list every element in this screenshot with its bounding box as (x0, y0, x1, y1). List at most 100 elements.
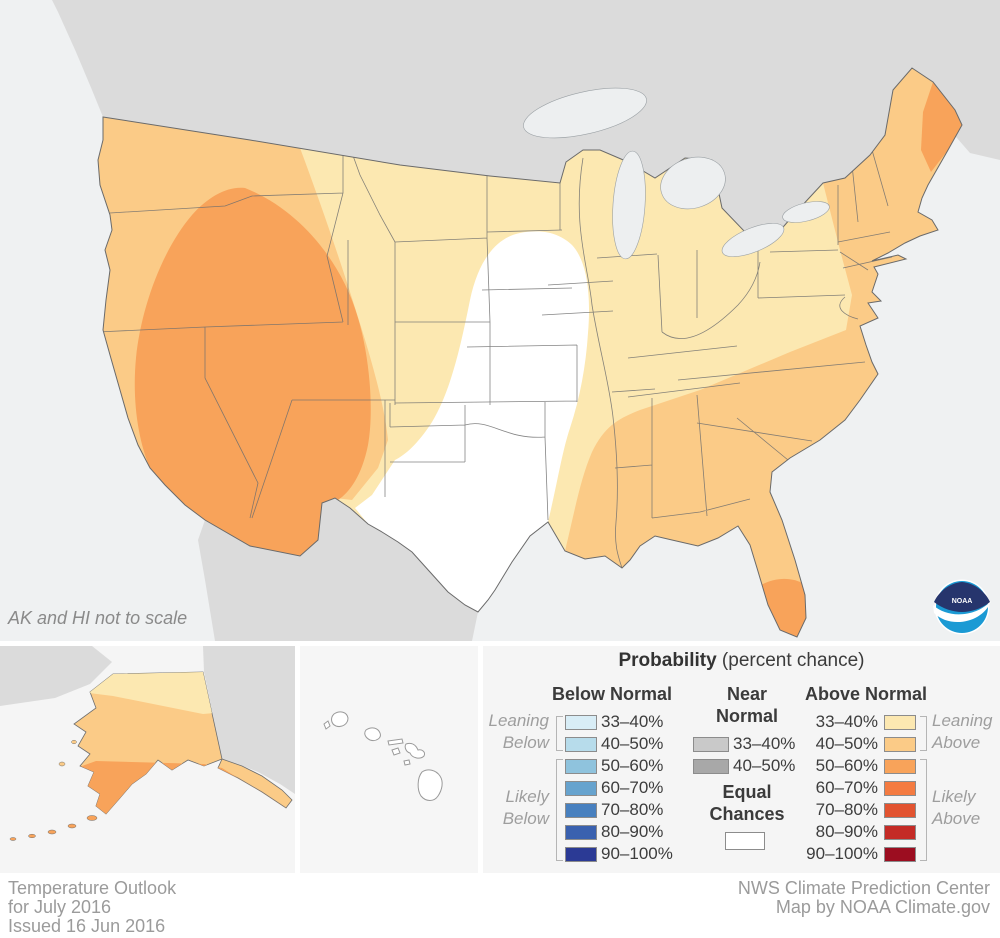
us-outline (97, 67, 963, 638)
hawaii-panel-background (300, 646, 478, 873)
color-swatch (693, 737, 729, 752)
noaa-logo: NOAA (933, 579, 991, 635)
island-maui (404, 742, 425, 759)
island-lanai (391, 747, 401, 756)
island-molokai (387, 738, 404, 746)
below-normal-header: Below Normal (551, 684, 673, 704)
legend-row-label: 50–60% (601, 756, 664, 775)
legend-row-label: 90–100% (806, 844, 878, 863)
color-swatch (693, 759, 729, 774)
legend-row-label: 33–40% (601, 712, 664, 731)
hawaii-inset-panel (300, 646, 478, 873)
legend-row-label: 80–90% (601, 822, 664, 841)
equal-chances-region (355, 231, 590, 612)
color-swatch (884, 803, 916, 818)
color-swatch (565, 737, 597, 752)
color-swatch (884, 759, 916, 774)
aleutian-island (9, 837, 17, 841)
aleutian-island (47, 829, 57, 835)
alaska-inset-svg (0, 646, 295, 873)
bering-island (58, 761, 66, 767)
likely-above-line1: Likely (932, 787, 976, 806)
color-swatch (884, 847, 916, 862)
lake-superior (523, 87, 647, 139)
mexico-landmass (198, 498, 478, 641)
footer-title-line: Temperature Outlook (8, 878, 177, 898)
color-swatch (884, 825, 916, 840)
leaning-above-line2: Above (932, 733, 981, 752)
legend-title-bold: Probability (618, 650, 717, 671)
lake-huron (660, 156, 726, 210)
leaning-above-line1: Leaning (932, 711, 993, 730)
footer-period-line: for July 2016 (8, 897, 112, 917)
color-swatch (884, 715, 916, 730)
footer: Temperature Outlook for July 2016 Issued… (0, 873, 1000, 938)
legend-row-label: 70–80% (815, 800, 878, 819)
aleutian-island (67, 823, 77, 829)
likely-above-bracket (920, 759, 927, 861)
alaska-inset-panel (0, 646, 295, 873)
conus-map: NOAA AK and HI not to scale (0, 0, 1000, 641)
canada-landmass-ak (203, 646, 295, 794)
legend-title-rest: (percent chance) (716, 650, 865, 671)
island-kauai (331, 711, 349, 727)
color-swatch (884, 737, 916, 752)
legend-row-label: 90–100% (601, 844, 673, 863)
equal-chances-label-line2: Chances (709, 804, 785, 824)
leaning-below-label: Leaning Below (483, 710, 549, 754)
above-40-50-east-region (565, 68, 962, 637)
lake-michigan (612, 150, 646, 260)
russia-landmass (0, 646, 112, 706)
leaning-below-line2: Below (502, 733, 549, 752)
legend-row-label: 40–50% (733, 756, 796, 775)
conus-map-svg: NOAA (0, 0, 1000, 641)
aleutian-island (86, 815, 98, 821)
state-borders (98, 127, 893, 569)
likely-above-line2: Above (932, 809, 981, 828)
equal-chances-label-line1: Equal (722, 782, 772, 802)
leaning-above-label: Leaning Above (932, 710, 1000, 754)
leaning-below-bracket (556, 716, 563, 751)
near-normal-header-line1: Near (726, 684, 768, 704)
above-50-60-maine-region (921, 82, 962, 172)
footer-left-text: Temperature Outlook for July 2016 Issued… (8, 879, 176, 936)
near-normal-header-line2: Normal (715, 706, 778, 726)
footer-right-text: NWS Climate Prediction Center Map by NOA… (738, 879, 990, 917)
island-niihau (323, 720, 331, 730)
above-normal-header: Above Normal (804, 684, 928, 704)
noaa-logo-text: NOAA (952, 598, 973, 605)
color-swatch (884, 781, 916, 796)
legend-row-label: 33–40% (733, 734, 796, 753)
likely-below-bracket (556, 759, 563, 861)
noaa-logo-seagull (933, 601, 991, 623)
footer-source-line: NWS Climate Prediction Center (737, 878, 990, 898)
likely-below-label: Likely Below (483, 786, 549, 830)
lake-erie (721, 223, 785, 257)
leaning-below-line1: Leaning (488, 711, 549, 730)
aleutian-islands (9, 739, 98, 841)
above-50-60-southwest-region (134, 187, 371, 556)
legend-panel: Probability (percent chance) Below Norma… (483, 646, 1000, 873)
legend-row-label: 50–60% (815, 756, 878, 775)
legend-row-label: 40–50% (601, 734, 664, 753)
footer-issued-line: Issued 16 Jun 2016 (8, 916, 166, 936)
above-50-60-florida-region (761, 578, 806, 637)
lake-ontario (782, 201, 830, 223)
island-kahoolawe (403, 759, 411, 766)
legend-row-label: 60–70% (815, 778, 878, 797)
legend-row-label: 70–80% (601, 800, 664, 819)
equal-chances-swatch (725, 832, 765, 850)
island-oahu (364, 727, 381, 741)
aleutian-island (28, 833, 36, 839)
color-swatch (565, 759, 597, 774)
likely-above-label: Likely Above (932, 786, 1000, 830)
legend-title: Probability (percent chance) (483, 650, 1000, 672)
great-lakes (523, 87, 830, 260)
scale-note: AK and HI not to scale (8, 608, 188, 628)
legend-row-label: 33–40% (815, 712, 878, 731)
color-swatch (565, 781, 597, 796)
color-swatch (565, 847, 597, 862)
legend-row-label: 40–50% (815, 734, 878, 753)
island-hawaii (417, 769, 443, 801)
